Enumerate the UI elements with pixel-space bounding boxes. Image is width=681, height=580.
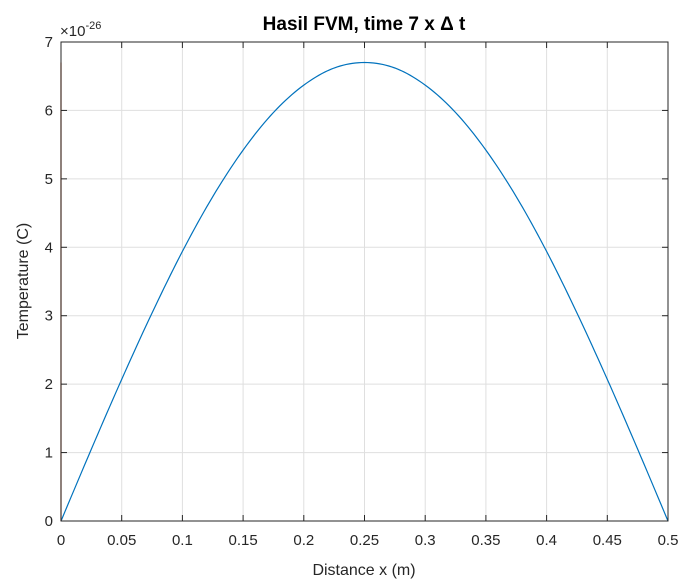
y-tick-labels: 0 1 2 3 4 5 6 7: [45, 34, 53, 530]
y-tick-label: 4: [45, 239, 53, 256]
chart-title: Hasil FVM, time 7 x Δ t: [263, 14, 466, 35]
y-tick-label: 0: [45, 513, 53, 530]
x-tick-label: 0.05: [107, 532, 136, 549]
y-tick-label: 5: [45, 171, 53, 188]
x-tick-label: 0.2: [293, 532, 314, 549]
y-tick-label: 6: [45, 102, 53, 119]
x-tick-label: 0.5: [658, 532, 679, 549]
y-axis-label: Temperature (C): [15, 223, 32, 339]
y-exponent-label: ×10-26: [60, 20, 101, 40]
x-tick-label: 0.45: [593, 532, 622, 549]
x-tick-label: 0.15: [228, 532, 257, 549]
axis-ticks: [60, 41, 669, 522]
x-axis-label: Distance x (m): [312, 562, 415, 579]
x-tick-label: 0.25: [350, 532, 379, 549]
series-line-1: [60, 61, 669, 522]
x-tick-label: 0: [57, 532, 65, 549]
x-tick-labels: 0 0.05 0.1 0.15 0.2 0.25 0.3 0.35 0.4 0.45 0.5: [57, 532, 679, 549]
y-tick-label: 2: [45, 376, 53, 393]
y-tick-label: 3: [45, 308, 53, 325]
x-tick-label: 0.3: [415, 532, 436, 549]
x-tick-label: 0.1: [172, 532, 193, 549]
x-tick-label: 0.4: [536, 532, 557, 549]
y-exponent-power: -26: [85, 20, 101, 32]
y-tick-label: 7: [45, 34, 53, 51]
y-tick-label: 1: [45, 445, 53, 462]
y-exponent-base: ×10: [60, 23, 85, 40]
x-tick-label: 0.35: [471, 532, 500, 549]
